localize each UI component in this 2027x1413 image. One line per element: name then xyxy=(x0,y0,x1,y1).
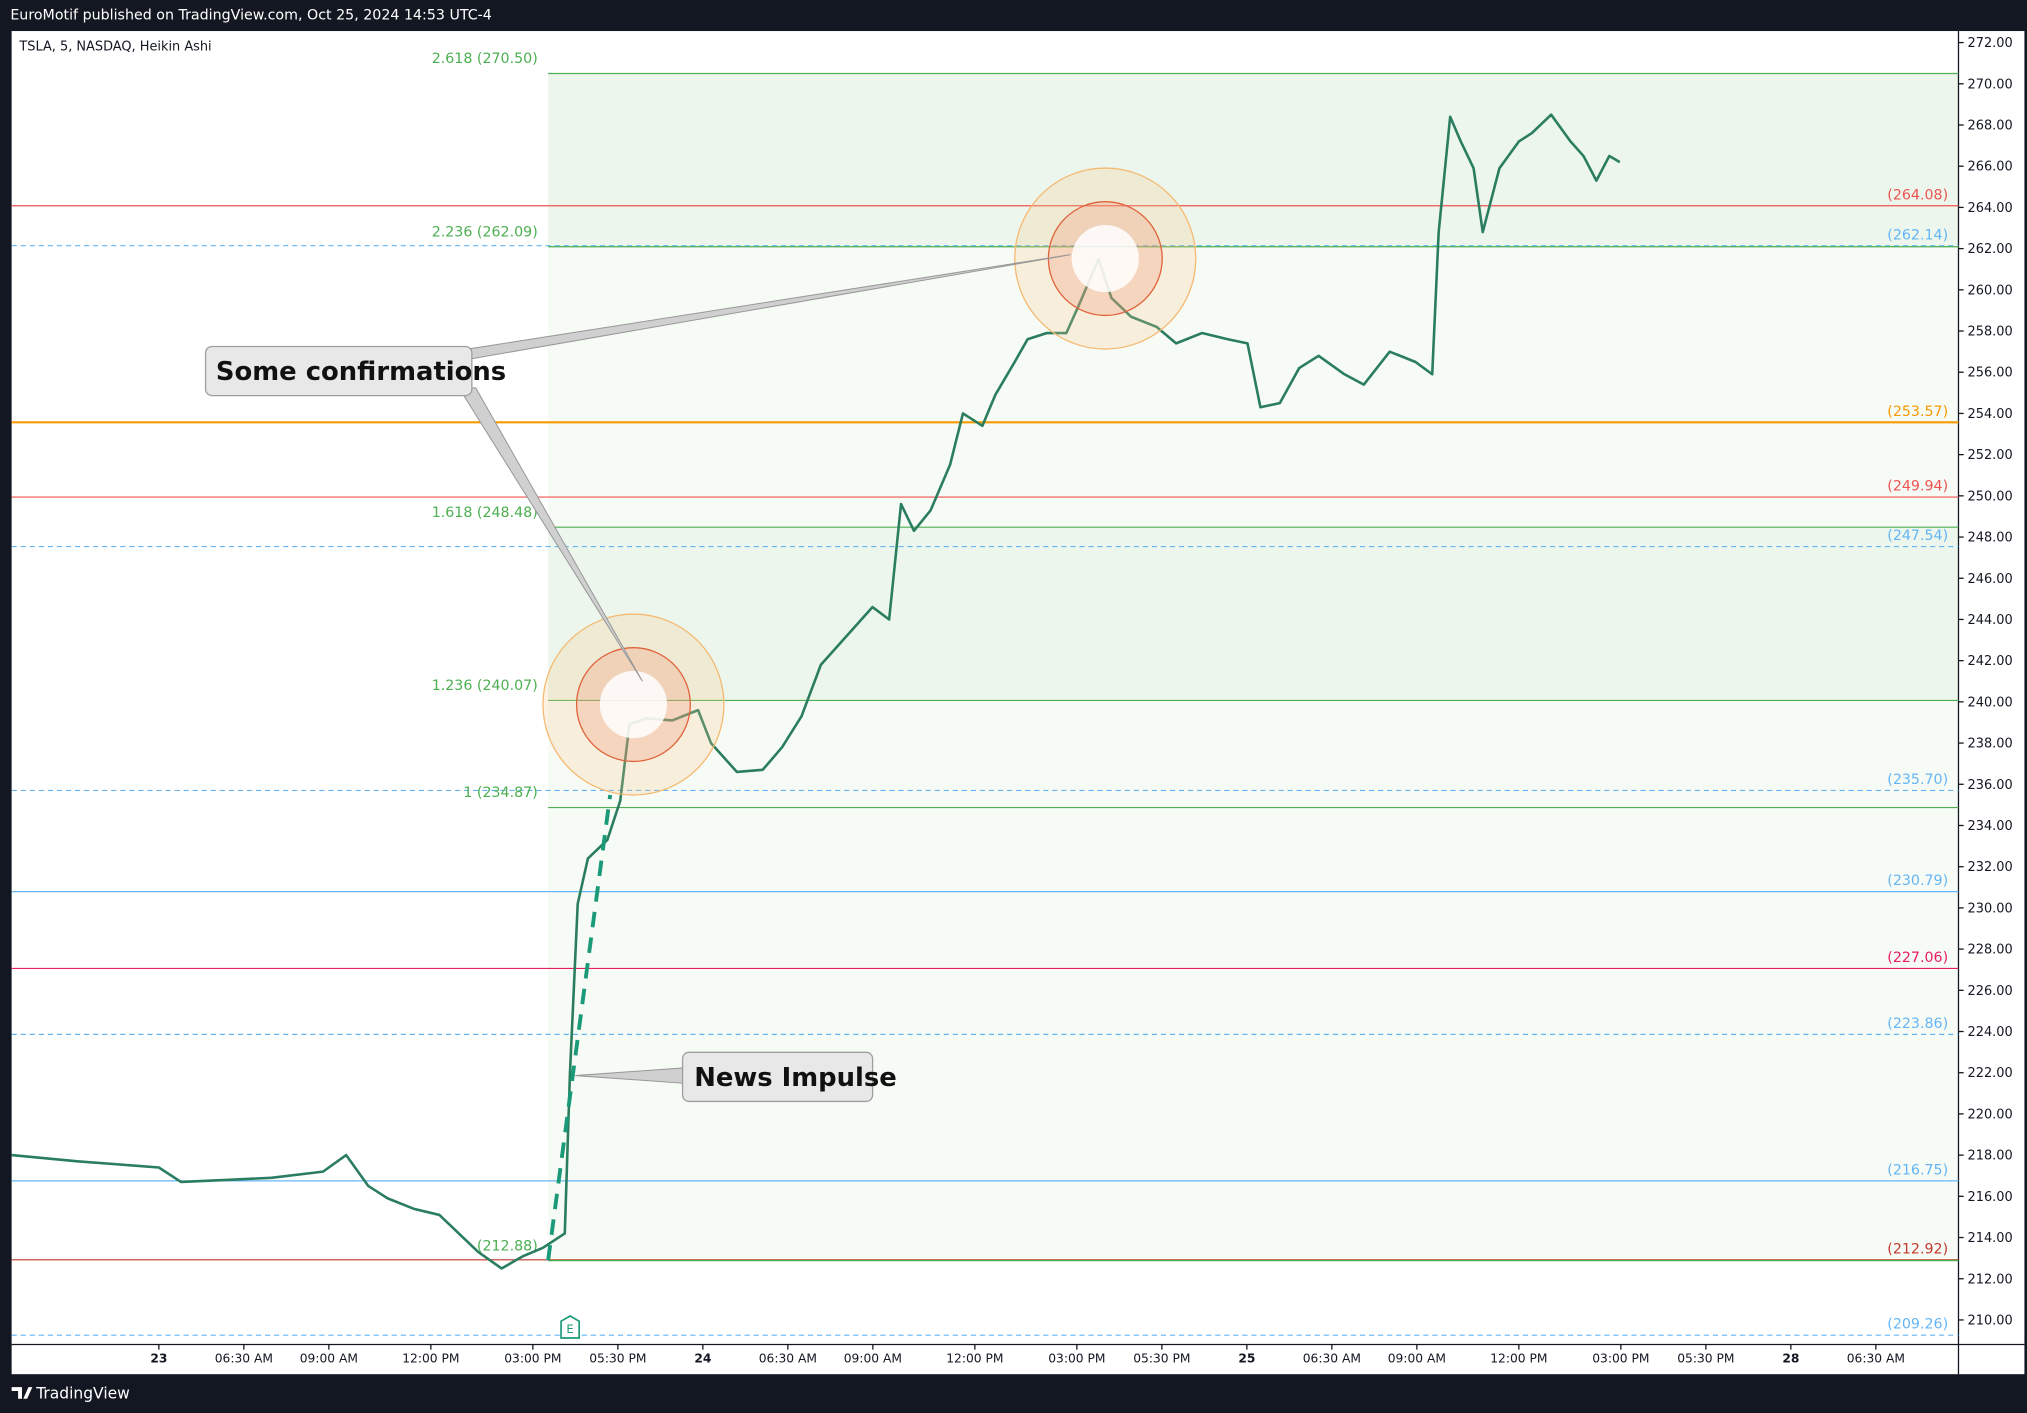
level-label: (262.14) xyxy=(1887,227,1948,243)
highlight-core xyxy=(1071,224,1139,293)
y-tick-label: 222.00 xyxy=(1968,1066,2013,1081)
fib-zone xyxy=(548,73,1959,247)
callout-box xyxy=(681,1051,874,1103)
level-label: (249.94) xyxy=(1887,479,1948,495)
y-tick-label: 228.00 xyxy=(1968,943,2013,958)
y-tick-label: 216.00 xyxy=(1968,1190,2013,1205)
x-tick-label: 12:00 PM xyxy=(1490,1352,1547,1366)
fib-zone xyxy=(548,527,1959,701)
x-tick-label: 06:30 AM xyxy=(759,1352,817,1366)
fib-label: 2.618 (270.50) xyxy=(432,51,538,67)
x-tick-label: 05:30 PM xyxy=(589,1352,646,1366)
highlight-core xyxy=(599,670,668,739)
y-tick-label: 212.00 xyxy=(1968,1272,2013,1287)
y-tick-label: 252.00 xyxy=(1968,448,2013,463)
x-tick-label: 24 xyxy=(694,1352,711,1366)
fib-label: (212.88) xyxy=(477,1238,538,1254)
level-label: (212.92) xyxy=(1887,1241,1948,1257)
callout-text: News Impulse xyxy=(694,1063,897,1093)
x-tick-label: 06:30 AM xyxy=(1303,1352,1361,1366)
level-label: (223.86) xyxy=(1887,1016,1948,1032)
level-label: (264.08) xyxy=(1887,187,1948,203)
level-label: (247.54) xyxy=(1887,528,1948,544)
level-label: (227.06) xyxy=(1887,950,1948,966)
x-tick-label: 09:00 AM xyxy=(844,1352,902,1366)
y-tick-label: 224.00 xyxy=(1968,1025,2013,1040)
x-tick-label: 12:00 PM xyxy=(402,1352,459,1366)
y-tick-label: 266.00 xyxy=(1968,160,2013,175)
level-label: (216.75) xyxy=(1887,1162,1948,1178)
earnings-label: E xyxy=(566,1322,573,1336)
y-tick-label: 268.00 xyxy=(1968,119,2013,134)
y-tick-label: 244.00 xyxy=(1968,613,2013,628)
callout-box xyxy=(204,345,473,397)
x-tick-label: 03:00 PM xyxy=(1048,1352,1105,1366)
level-label: (209.26) xyxy=(1887,1317,1948,1333)
y-tick-label: 238.00 xyxy=(1968,737,2013,752)
x-tick-label: 03:00 PM xyxy=(504,1352,561,1366)
y-tick-label: 250.00 xyxy=(1968,489,2013,504)
x-tick-label: 05:30 PM xyxy=(1677,1352,1734,1366)
fib-label: 2.236 (262.09) xyxy=(432,224,538,240)
y-tick-label: 256.00 xyxy=(1968,366,2013,381)
y-tick-label: 220.00 xyxy=(1968,1107,2013,1122)
x-tick-label: 12:00 PM xyxy=(946,1352,1003,1366)
x-tick-label: 28 xyxy=(1782,1352,1799,1366)
y-tick-label: 236.00 xyxy=(1968,778,2013,793)
symbol-title: TSLA, 5, NASDAQ, Heikin Ashi xyxy=(18,39,211,54)
fib-label: 1 (234.87) xyxy=(463,785,537,801)
publisher: EuroMotif published on TradingView.com, … xyxy=(10,7,492,23)
y-tick-label: 270.00 xyxy=(1968,77,2013,92)
brand: TradingView xyxy=(35,1385,130,1403)
brand-logo xyxy=(11,1387,33,1399)
level-label: (253.57) xyxy=(1887,404,1948,420)
y-tick-label: 254.00 xyxy=(1968,407,2013,422)
y-tick-label: 246.00 xyxy=(1968,572,2013,587)
price-line xyxy=(11,113,1621,1270)
level-label: (235.70) xyxy=(1887,772,1948,788)
x-tick-label: 09:00 AM xyxy=(1388,1352,1446,1366)
callout-text: Some confirmations xyxy=(216,357,506,387)
y-tick-label: 226.00 xyxy=(1968,984,2013,999)
x-tick-label: 06:30 AM xyxy=(215,1352,273,1366)
y-tick-label: 248.00 xyxy=(1968,531,2013,546)
y-tick-label: 264.00 xyxy=(1968,201,2013,216)
x-tick-label: 03:00 PM xyxy=(1592,1352,1649,1366)
x-tick-label: 25 xyxy=(1238,1352,1255,1366)
impulse-trendline xyxy=(546,794,613,1261)
x-tick-label: 06:30 AM xyxy=(1847,1352,1905,1366)
y-tick-label: 230.00 xyxy=(1968,901,2013,916)
y-tick-label: 272.00 xyxy=(1968,36,2013,51)
y-tick-label: 218.00 xyxy=(1968,1149,2013,1164)
y-tick-label: 258.00 xyxy=(1968,325,2013,340)
level-label: (230.79) xyxy=(1887,873,1948,889)
x-tick-label: 23 xyxy=(150,1352,167,1366)
earnings-marker xyxy=(560,1315,580,1339)
x-tick-label: 09:00 AM xyxy=(300,1352,358,1366)
y-tick-label: 210.00 xyxy=(1968,1313,2013,1328)
y-tick-label: 232.00 xyxy=(1968,860,2013,875)
y-tick-label: 214.00 xyxy=(1968,1231,2013,1246)
y-tick-label: 262.00 xyxy=(1968,242,2013,257)
fib-label: 1.618 (248.48) xyxy=(432,505,538,521)
y-tick-label: 240.00 xyxy=(1968,695,2013,710)
y-tick-label: 242.00 xyxy=(1968,654,2013,669)
fib-label: 1.236 (240.07) xyxy=(432,678,538,694)
x-tick-label: 05:30 PM xyxy=(1133,1352,1190,1366)
y-tick-label: 234.00 xyxy=(1968,819,2013,834)
y-tick-label: 260.00 xyxy=(1968,283,2013,298)
